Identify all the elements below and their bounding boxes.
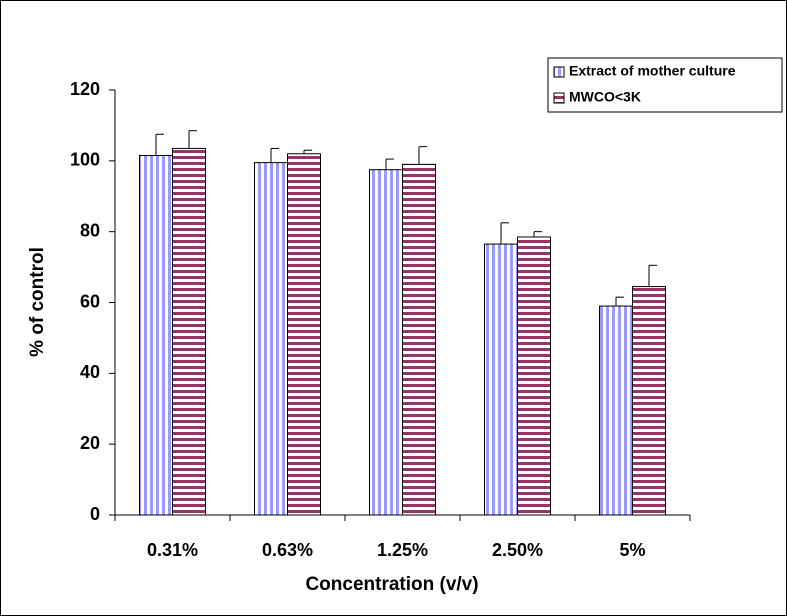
legend-label: Extract of mother culture xyxy=(569,63,736,79)
x-axis-title: Concentration (v/v) xyxy=(305,574,478,595)
bar xyxy=(517,236,551,516)
y-tick-label: 40 xyxy=(80,362,100,382)
bar xyxy=(139,155,173,516)
x-tick-label: 5% xyxy=(619,540,645,560)
legend-box xyxy=(547,57,783,113)
legend-swatch xyxy=(553,66,565,78)
x-tick-label: 1.25% xyxy=(377,540,428,560)
y-tick-label: 100 xyxy=(70,150,100,170)
x-tick-label: 0.31% xyxy=(147,540,198,560)
y-tick-label: 60 xyxy=(80,291,100,311)
y-tick-label: 80 xyxy=(80,220,100,240)
bar xyxy=(484,243,518,516)
bar xyxy=(632,286,666,516)
bar xyxy=(254,162,288,516)
bar xyxy=(402,163,436,516)
bar xyxy=(172,147,206,516)
legend-label: MWCO<3K xyxy=(569,89,641,105)
y-axis-title: % of control xyxy=(27,247,48,357)
y-tick-label: 20 xyxy=(80,433,100,453)
bar xyxy=(599,305,633,516)
legend-swatch xyxy=(553,92,565,104)
x-tick-label: 0.63% xyxy=(262,540,313,560)
x-tick-label: 2.50% xyxy=(492,540,543,560)
y-tick-label: 0 xyxy=(90,504,100,524)
y-tick-label: 120 xyxy=(70,79,100,99)
bar xyxy=(369,169,403,516)
bar xyxy=(287,153,321,516)
